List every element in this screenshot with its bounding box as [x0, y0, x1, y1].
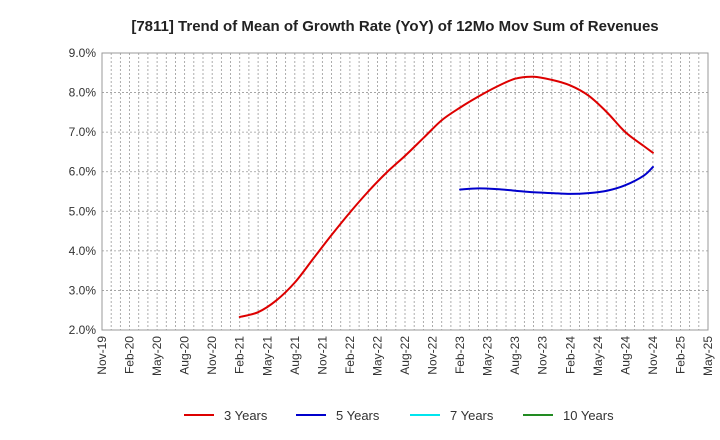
x-axis: Nov-19 Feb-20 May-20 Aug-20 Nov-20 Feb-21 May-…: [95, 336, 715, 376]
series-line-3-years: [238, 75, 654, 318]
legend-label-5-years: 5 Years: [336, 408, 380, 423]
x-tick-label: Feb-25: [673, 336, 687, 374]
y-tick-label: 5.0%: [69, 204, 97, 218]
y-tick-label: 2.0%: [69, 323, 97, 337]
x-tick-label: Nov-23: [536, 336, 550, 375]
x-tick-label: Nov-22: [426, 336, 440, 375]
y-tick-label: 8.0%: [69, 86, 97, 100]
x-tick-label: May-25: [701, 336, 715, 376]
series-layer: [238, 75, 654, 318]
legend-label-10-years: 10 Years: [563, 408, 614, 423]
legend: 3 Years 5 Years 7 Years 10 Years: [184, 408, 614, 423]
x-tick-label: Aug-22: [398, 336, 412, 375]
x-tick-label: May-21: [260, 336, 274, 376]
x-tick-label: Nov-21: [315, 336, 329, 375]
x-tick-label: Nov-20: [205, 336, 219, 375]
x-tick-label: May-20: [150, 336, 164, 376]
x-tick-label: Feb-23: [453, 336, 467, 374]
x-tick-label: Aug-21: [288, 336, 302, 375]
x-tick-label: Aug-23: [508, 336, 522, 375]
y-tick-label: 6.0%: [69, 165, 97, 179]
plot-frame: [101, 52, 709, 331]
x-tick-label: Nov-24: [646, 336, 660, 375]
y-tick-label: 3.0%: [69, 283, 97, 297]
series-line-5-years: [459, 165, 654, 195]
legend-label-7-years: 7 Years: [450, 408, 494, 423]
x-tick-label: Feb-20: [123, 336, 137, 374]
y-tick-label: 9.0%: [69, 46, 97, 60]
x-tick-label: May-24: [591, 336, 605, 376]
x-tick-label: May-22: [370, 336, 384, 376]
y-axis: 2.0% 3.0% 4.0% 5.0% 6.0% 7.0% 8.0% 9.0%: [69, 46, 97, 337]
x-tick-label: Feb-22: [343, 336, 357, 374]
x-tick-label: Feb-24: [563, 336, 577, 374]
y-tick-label: 4.0%: [69, 244, 97, 258]
x-tick-label: Aug-20: [178, 336, 192, 375]
x-tick-label: May-23: [481, 336, 495, 376]
legend-label-3-years: 3 Years: [224, 408, 268, 423]
y-tick-label: 7.0%: [69, 125, 97, 139]
x-tick-label: Aug-24: [618, 336, 632, 375]
grid-layer: [101, 52, 709, 331]
x-tick-label: Nov-19: [95, 336, 109, 375]
x-tick-label: Feb-21: [233, 336, 247, 374]
chart-title: [7811] Trend of Mean of Growth Rate (YoY…: [131, 18, 658, 35]
